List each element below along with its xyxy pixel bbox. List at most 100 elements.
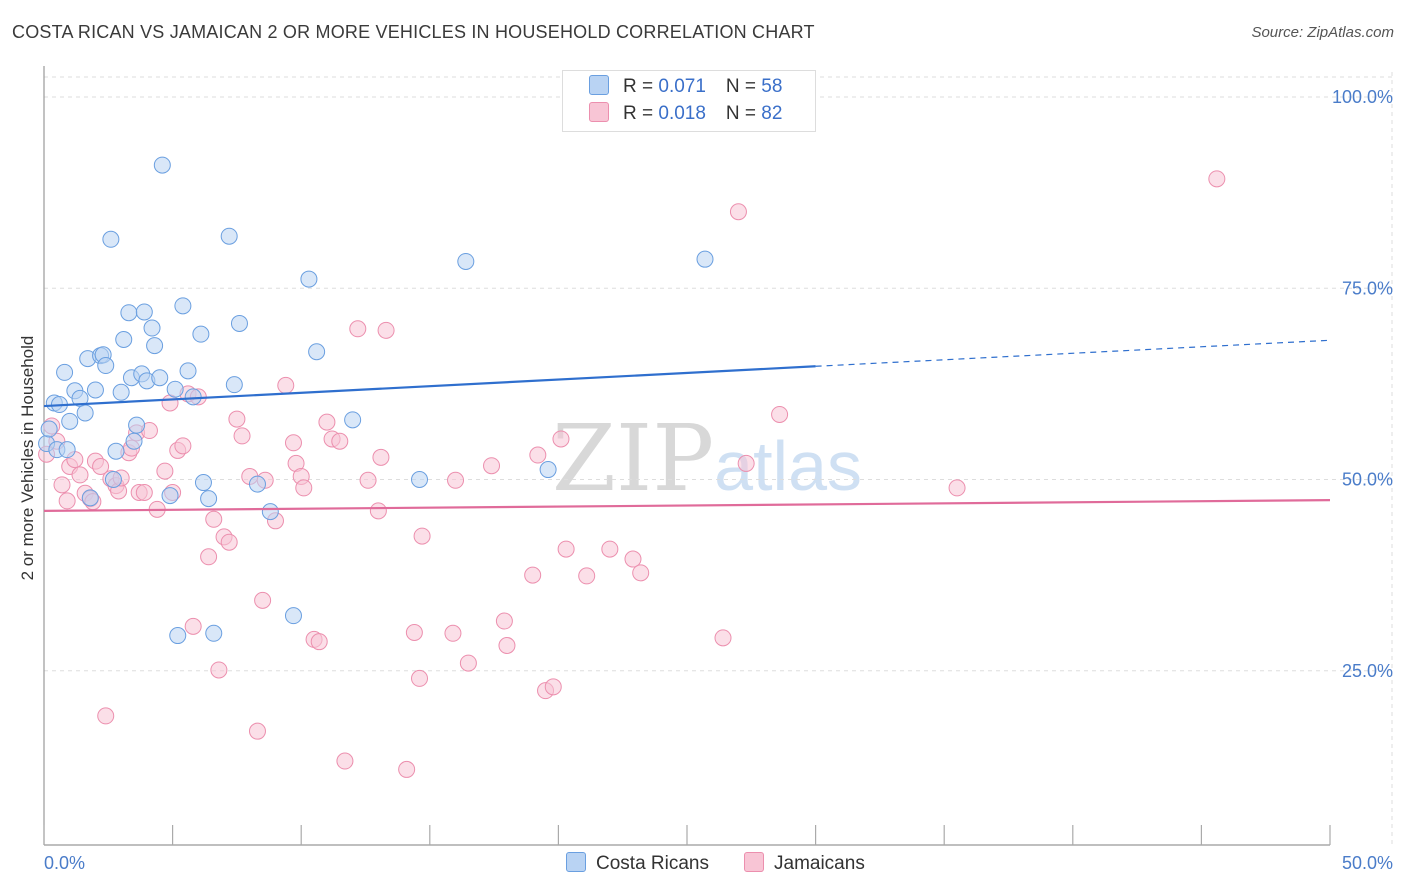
trend-layer: [43, 339, 1331, 512]
costa-ricans-point: [120, 304, 138, 322]
costa-ricans-point: [81, 489, 99, 507]
jamaicans-point: [135, 484, 153, 502]
stats-legend: R = 0.071 N = 58 R = 0.018 N = 82: [562, 70, 816, 132]
bottom-legend-label: Jamaicans: [774, 853, 865, 874]
y-tick-label: 100.0%: [1332, 87, 1393, 107]
jamaicans-point: [557, 540, 575, 558]
legend-row-jamaicans: R = 0.018 N = 82: [589, 102, 782, 128]
jamaicans-trend-line: [43, 499, 1331, 512]
bottom-legend-label: Costa Ricans: [596, 853, 709, 874]
jamaicans-point: [284, 434, 302, 452]
jamaicans-point: [405, 624, 423, 641]
costa-ricans-point: [102, 230, 120, 248]
costa-ricans-point: [104, 471, 122, 488]
jamaicans-point: [295, 479, 313, 497]
costa-ricans-point: [230, 314, 248, 332]
watermark-zip: ZIP: [552, 405, 715, 512]
jamaicans-point: [200, 548, 218, 566]
costa-ricans-point: [248, 475, 266, 493]
costa-ricans-point: [174, 297, 192, 315]
jamaicans-point: [529, 446, 547, 464]
costa-ricans-point: [192, 325, 210, 343]
costa-ricans-point: [169, 627, 187, 645]
jamaicans-point: [601, 540, 619, 558]
x-tick-label-min: 0.0%: [44, 853, 85, 873]
costa-ricans-point: [107, 442, 125, 460]
jamaicans-point: [737, 454, 755, 472]
y-tick-label: 50.0%: [1342, 470, 1393, 490]
costa-ricans-point: [184, 388, 202, 406]
costa-ricans-point: [411, 471, 429, 488]
costa-ricans-point: [284, 607, 302, 625]
costa-ricans-point: [40, 420, 58, 438]
costa-ricans-point: [112, 383, 130, 401]
chart-title: COSTA RICAN VS JAMAICAN 2 OR MORE VEHICL…: [12, 22, 815, 42]
costa-ricans-point: [308, 343, 326, 361]
costa-ricans-point: [457, 252, 475, 270]
jamaicans-point: [336, 752, 354, 770]
costa-ricans-point: [58, 441, 76, 459]
watermark: ZIPatlas: [552, 405, 862, 512]
costa-ricans-point: [166, 380, 184, 398]
costa-ricans-point: [151, 369, 169, 387]
jamaicans-point: [359, 471, 377, 489]
costa-ricans-point: [128, 416, 146, 434]
jamaicans-point: [714, 629, 732, 647]
legend-n-value: 82: [761, 103, 783, 124]
legend-swatch-pink: [589, 102, 609, 122]
jamaicans-point: [156, 462, 174, 480]
jamaicans-point: [349, 320, 367, 338]
bottom-legend-swatch-pink: [744, 852, 764, 872]
jamaicans-point: [632, 564, 650, 582]
jamaicans-point: [377, 321, 395, 339]
jamaicans-point: [1208, 170, 1226, 188]
jamaicans-point: [174, 437, 192, 455]
jamaicans-point: [444, 624, 462, 642]
legend-row-costa-ricans: R = 0.071 N = 58: [589, 75, 782, 101]
legend-n-label: N =: [725, 103, 762, 124]
jamaicans-point: [624, 550, 642, 568]
costa-ricans-point: [135, 303, 153, 321]
costa-ricans-point: [696, 250, 714, 268]
costa-ricans-point: [161, 487, 179, 505]
jamaicans-point: [411, 669, 429, 687]
jamaicans-point: [318, 413, 336, 431]
legend-n-label: N =: [725, 76, 762, 97]
jamaicans-point: [277, 376, 295, 394]
jamaicans-point: [184, 617, 202, 635]
costa-ricans-point: [539, 461, 557, 479]
jamaicans-point: [398, 760, 416, 778]
jamaicans-point: [248, 722, 266, 740]
jamaicans-point: [552, 430, 570, 448]
jamaicans-point: [578, 567, 596, 585]
jamaicans-point: [544, 678, 562, 696]
costa-ricans-point: [76, 404, 94, 422]
costa-ricans-point: [143, 319, 161, 337]
legend-n-value: 58: [761, 76, 783, 97]
bottom-legend-swatch-blue: [566, 852, 586, 872]
jamaicans-point: [310, 633, 328, 651]
bottom-legend-jamaicans: Jamaicans: [744, 852, 865, 875]
costa-ricans-point: [97, 357, 115, 375]
costa-ricans-point: [261, 503, 279, 521]
jamaicans-point: [228, 410, 246, 428]
jamaicans-point: [331, 432, 349, 450]
jamaicans-point: [97, 707, 115, 725]
costa-ricans-point: [153, 156, 171, 174]
legend-r-value: 0.071: [658, 76, 706, 97]
costa-ricans-point: [115, 331, 133, 349]
costa-ricans-point: [344, 411, 362, 429]
legend-r-value: 0.018: [658, 103, 706, 124]
axis-layer: [43, 66, 1331, 846]
costa-ricans-point: [179, 362, 197, 380]
jamaicans-point: [729, 203, 747, 221]
jamaicans-point: [53, 476, 71, 494]
costa-ricans-point: [300, 270, 318, 288]
jamaicans-point: [771, 405, 789, 423]
jamaicans-point: [447, 471, 465, 489]
costa-ricans-point: [56, 363, 74, 381]
points-layer: [38, 156, 1226, 778]
grid-layer: [44, 72, 1393, 845]
costa-ricans-point: [86, 381, 104, 399]
